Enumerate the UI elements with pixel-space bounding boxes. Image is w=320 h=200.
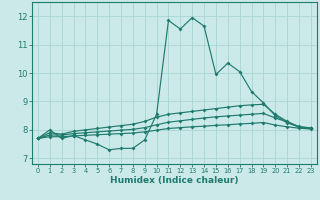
X-axis label: Humidex (Indice chaleur): Humidex (Indice chaleur)	[110, 176, 239, 185]
